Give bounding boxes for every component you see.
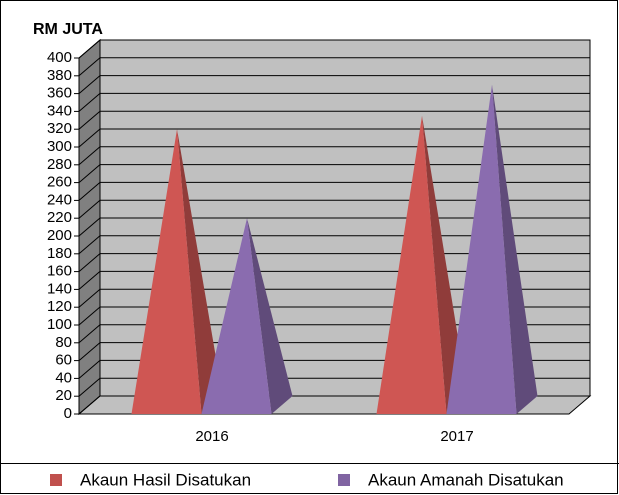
pyramid-front bbox=[446, 84, 517, 414]
axis-title: RM JUTA bbox=[33, 21, 103, 38]
y-tick-label: 0 bbox=[64, 405, 72, 422]
y-tick-label: 340 bbox=[47, 102, 72, 119]
pyramid bbox=[376, 115, 468, 414]
y-tick-label: 80 bbox=[55, 334, 72, 351]
y-tick-label: 260 bbox=[47, 174, 72, 191]
y-tick-label: 140 bbox=[47, 280, 72, 297]
pyramid bbox=[131, 129, 223, 414]
pyramid-side bbox=[422, 115, 468, 414]
pyramid-side bbox=[247, 218, 293, 414]
y-tick-label: 60 bbox=[55, 352, 72, 369]
y-tick-label: 100 bbox=[47, 316, 72, 333]
y-tick-label: 280 bbox=[47, 156, 72, 173]
grid-line bbox=[78, 92, 590, 112]
y-tick-label: 400 bbox=[47, 49, 72, 66]
y-tick-label: 380 bbox=[47, 67, 72, 84]
y-tick-label: 160 bbox=[47, 263, 72, 280]
plot-area: 0204060801001201401601802002202402602803… bbox=[47, 38, 592, 445]
grid-line bbox=[78, 75, 590, 94]
grid-line bbox=[78, 110, 590, 130]
y-tick-label: 40 bbox=[55, 369, 72, 386]
y-tick-label: 20 bbox=[55, 387, 72, 404]
grid-line bbox=[78, 39, 590, 59]
y-tick-label: 240 bbox=[47, 191, 72, 208]
x-tick-label: 2017 bbox=[440, 428, 473, 445]
grid-line bbox=[78, 57, 590, 77]
grid-line bbox=[78, 128, 590, 148]
y-tick-label: 300 bbox=[47, 138, 72, 155]
y-tick-label: 180 bbox=[47, 245, 72, 262]
y-tick-label: 220 bbox=[47, 209, 72, 226]
y-tick-label: 200 bbox=[47, 227, 72, 244]
pyramid-side bbox=[492, 84, 538, 414]
legend-label: Akaun Amanah Disatukan bbox=[368, 470, 564, 489]
legend-swatch bbox=[50, 474, 62, 486]
x-tick-label: 2016 bbox=[195, 428, 228, 445]
pyramid-front bbox=[201, 218, 272, 414]
y-tick-label: 320 bbox=[47, 120, 72, 137]
pyramid bbox=[201, 218, 293, 414]
pyramid bbox=[446, 84, 538, 414]
pyramid-front bbox=[131, 129, 202, 414]
legend: Akaun Hasil Disatukan Akaun Amanah Disatu… bbox=[50, 470, 564, 489]
legend-swatch bbox=[338, 474, 350, 486]
legend-label: Akaun Hasil Disatukan bbox=[80, 470, 251, 489]
pyramid-front bbox=[376, 115, 447, 414]
y-tick-label: 360 bbox=[47, 85, 72, 102]
pyramid-side bbox=[177, 129, 223, 414]
y-tick-label: 120 bbox=[47, 298, 72, 315]
